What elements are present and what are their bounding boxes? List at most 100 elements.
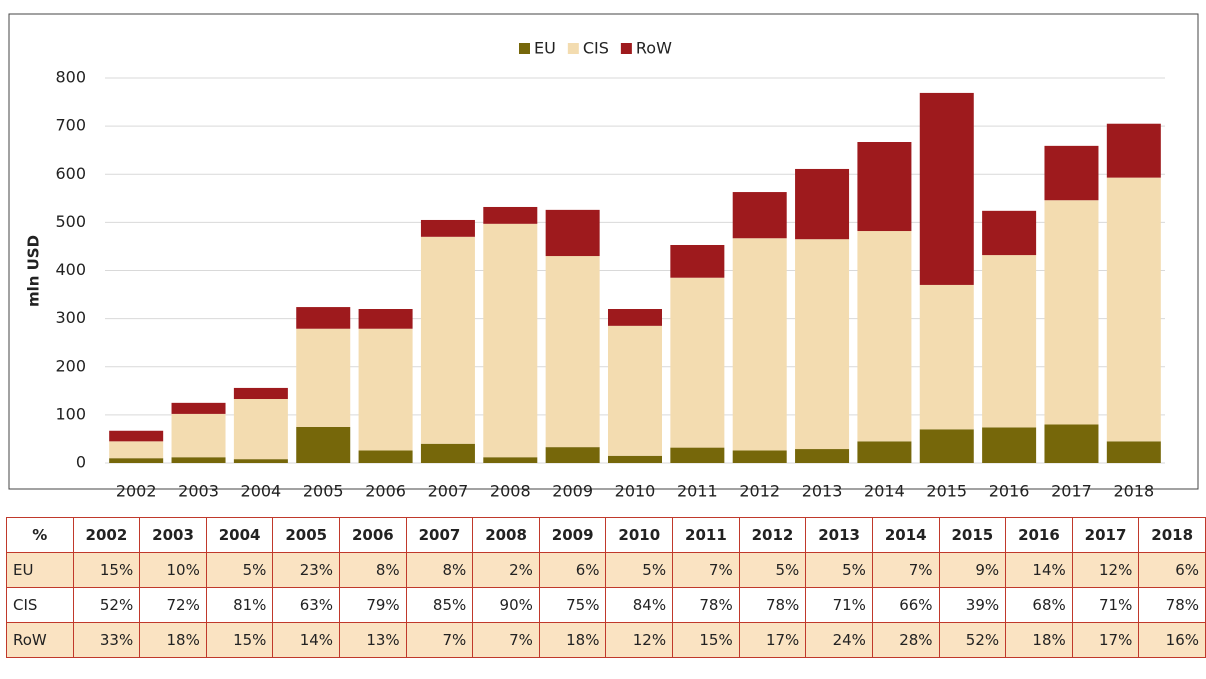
bar-segment xyxy=(109,458,164,463)
bar-segment xyxy=(608,325,662,456)
bar-segment xyxy=(420,236,475,444)
bar-segment xyxy=(919,429,974,463)
table-cell: 2018 xyxy=(1138,517,1206,553)
legend-label: EU xyxy=(534,39,556,58)
x-tick-label: 2007 xyxy=(428,482,469,501)
y-tick-label: 800 xyxy=(55,68,86,87)
x-tick-label: 2012 xyxy=(739,482,780,501)
table-cell: 39% xyxy=(938,587,1007,623)
bar-segment xyxy=(358,309,413,329)
bar-segment xyxy=(1106,123,1161,178)
y-tick-label: 200 xyxy=(55,356,86,375)
table-cell: 8% xyxy=(339,552,407,588)
table-cell: 7% xyxy=(472,622,540,658)
x-tick-label: 2018 xyxy=(1113,482,1154,501)
bar-segment xyxy=(857,441,912,463)
bar-segment xyxy=(171,457,226,463)
table-cell: 6% xyxy=(538,552,607,588)
x-tick-label: 2016 xyxy=(989,482,1030,501)
y-tick-label: 400 xyxy=(55,260,86,279)
x-tick-label: 2002 xyxy=(116,482,157,501)
bar-segment xyxy=(982,427,1037,463)
table-cell: 2009 xyxy=(538,517,607,553)
table-cell: 7% xyxy=(672,552,740,588)
bar-segment xyxy=(233,387,288,399)
legend-swatch xyxy=(620,43,632,54)
table-cell: 2008 xyxy=(472,517,540,553)
bar-segment xyxy=(1044,200,1099,425)
table-cell: 52% xyxy=(72,587,141,623)
y-tick-label: 0 xyxy=(76,453,86,472)
bar-segment xyxy=(982,255,1037,428)
table-cell: 90% xyxy=(472,587,540,623)
table-cell: 17% xyxy=(1071,622,1140,658)
table-cell: 2017 xyxy=(1071,517,1140,553)
legend-swatch xyxy=(567,43,579,54)
bar-segment xyxy=(919,92,974,285)
y-tick-label: 600 xyxy=(55,164,86,183)
bar-segment xyxy=(1106,441,1161,463)
table-cell: 2005 xyxy=(272,517,341,553)
x-tick-label: 2006 xyxy=(365,482,406,501)
table-cell: 2010 xyxy=(605,517,674,553)
table-cell: 7% xyxy=(871,552,940,588)
table-cell: 5% xyxy=(205,552,274,588)
table-cell: 78% xyxy=(738,587,807,623)
bar-segment xyxy=(1106,177,1161,442)
bar-segment xyxy=(296,328,351,427)
bar-segment xyxy=(420,219,475,237)
table-cell: 5% xyxy=(605,552,674,588)
table-row: RoW 33% 18% 15% 14% 13% 7% 7% 18% 12% 15% 17% 24% 28%… xyxy=(6,622,1206,658)
table-cell: 10% xyxy=(139,552,207,588)
bar-segment xyxy=(171,413,226,458)
bar-segment xyxy=(919,284,974,430)
bar-segment xyxy=(732,238,787,451)
bar-segment xyxy=(358,450,413,463)
bar-segment xyxy=(483,457,538,463)
table-cell: RoW xyxy=(6,622,74,658)
bar-segment xyxy=(233,398,288,460)
table-cell: 33% xyxy=(72,622,141,658)
table-cell: 78% xyxy=(672,587,740,623)
table-cell: 28% xyxy=(871,622,940,658)
table-cell: 66% xyxy=(871,587,940,623)
table-cell: 75% xyxy=(538,587,607,623)
bar-segment xyxy=(857,142,912,232)
table-cell: 18% xyxy=(1005,622,1073,658)
x-tick-label: 2015 xyxy=(926,482,967,501)
bar-segment xyxy=(670,447,725,463)
y-tick-label: 100 xyxy=(55,404,86,423)
y-tick-label: 300 xyxy=(55,308,86,327)
y-tick-label: 500 xyxy=(55,212,86,231)
x-tick-label: 2017 xyxy=(1051,482,1092,501)
table-row: CIS 52% 72% 81% 63% 79% 85% 90% 75% 84% 78% 78% 71% 6… xyxy=(6,587,1206,623)
bar-segment xyxy=(171,402,226,414)
table-cell: 2011 xyxy=(672,517,740,553)
bar-segment xyxy=(608,455,662,463)
table-cell: 24% xyxy=(805,622,873,658)
x-tick-label: 2008 xyxy=(490,482,531,501)
bar-segment xyxy=(483,206,538,224)
bar-segment xyxy=(483,223,538,458)
bar-segment xyxy=(358,328,413,451)
bar-segment xyxy=(420,443,475,463)
bar-segment xyxy=(608,309,662,326)
table-cell: 72% xyxy=(139,587,207,623)
legend-label: RoW xyxy=(636,39,672,58)
chart-frame xyxy=(8,13,1199,490)
table-cell: 13% xyxy=(339,622,407,658)
bar-segment xyxy=(670,244,725,278)
table-cell: 85% xyxy=(405,587,474,623)
table-cell: 15% xyxy=(205,622,274,658)
x-tick-label: 2013 xyxy=(802,482,843,501)
bar-segment xyxy=(795,239,850,450)
y-axis-label: mln USD xyxy=(25,235,43,307)
table-cell: 15% xyxy=(72,552,141,588)
table-cell: 12% xyxy=(605,622,674,658)
bar-segment xyxy=(545,447,600,463)
table-cell: 7% xyxy=(405,622,474,658)
table-cell: 52% xyxy=(938,622,1007,658)
table-cell: 12% xyxy=(1071,552,1140,588)
bar-segment xyxy=(1044,424,1099,463)
table-cell: 6% xyxy=(1138,552,1206,588)
